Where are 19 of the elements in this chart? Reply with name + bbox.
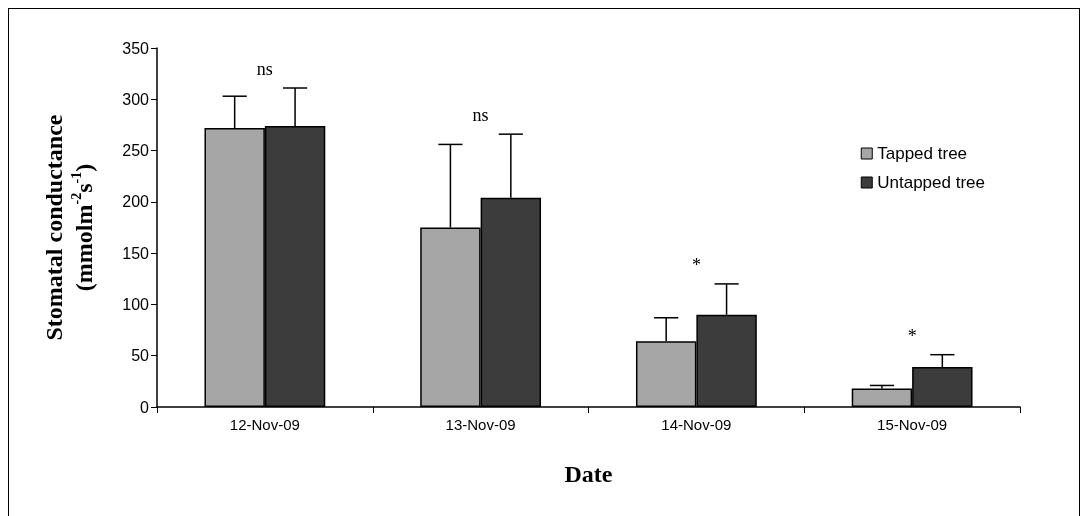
y-tick-label: 0: [140, 398, 150, 416]
y-tick-label: 350: [122, 39, 150, 57]
legend-label: Untapped tree: [877, 173, 986, 192]
x-axis-title: Date: [564, 461, 613, 487]
annotation: *: [907, 325, 917, 346]
x-tick-label: 15-Nov-09: [877, 416, 948, 433]
legend-label: Tapped tree: [877, 144, 968, 163]
y-tick-label: 150: [122, 244, 150, 262]
y-tick-label: 100: [122, 295, 150, 313]
annotation: *: [691, 254, 701, 275]
x-tick-label: 12-Nov-09: [229, 416, 300, 433]
y-tick-label: 300: [122, 90, 150, 108]
y-tick-label: 50: [131, 347, 150, 365]
y-tick-label: 200: [122, 193, 150, 211]
y-tick-label: 250: [122, 142, 150, 160]
x-tick-label: 13-Nov-09: [445, 416, 516, 433]
annotation: ns: [256, 59, 273, 79]
x-tick-label: 14-Nov-09: [661, 416, 732, 433]
annotation: ns: [472, 105, 489, 126]
